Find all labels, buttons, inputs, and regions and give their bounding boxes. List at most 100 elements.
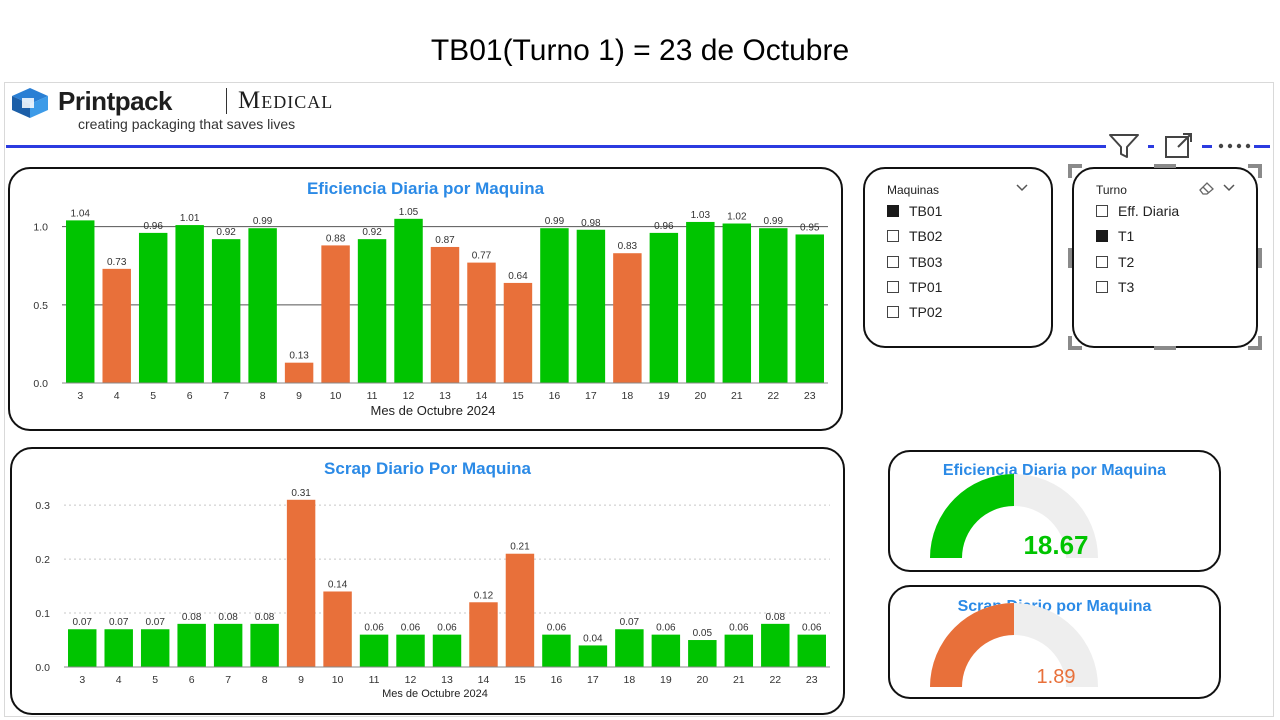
slicer-item-t2[interactable]: T2 bbox=[1096, 254, 1134, 270]
logo-separator bbox=[226, 88, 227, 114]
bar[interactable] bbox=[613, 253, 641, 383]
slicer-item-label: T1 bbox=[1118, 228, 1134, 244]
slicer-item-tb01[interactable]: TB01 bbox=[887, 203, 942, 219]
bar[interactable] bbox=[214, 624, 242, 667]
bar[interactable] bbox=[175, 225, 203, 383]
data-label: 0.99 bbox=[545, 216, 565, 227]
bar[interactable] bbox=[798, 635, 826, 667]
bar[interactable] bbox=[650, 233, 678, 383]
slicer-item-tp02[interactable]: TP02 bbox=[887, 304, 942, 320]
bar[interactable] bbox=[248, 228, 276, 383]
slicer-item-tb03[interactable]: TB03 bbox=[887, 254, 942, 270]
x-tick-label: 10 bbox=[330, 390, 342, 402]
bar[interactable] bbox=[579, 645, 607, 667]
checkbox-icon[interactable] bbox=[1096, 256, 1108, 268]
bar[interactable] bbox=[652, 635, 680, 667]
slicer-item-t3[interactable]: T3 bbox=[1096, 279, 1134, 295]
bar[interactable] bbox=[141, 629, 169, 667]
data-label: 0.73 bbox=[107, 257, 127, 268]
bar[interactable] bbox=[615, 629, 643, 667]
eraser-icon[interactable] bbox=[1198, 181, 1216, 195]
bar[interactable] bbox=[360, 635, 388, 667]
checkbox-icon[interactable] bbox=[887, 230, 899, 242]
checkbox-icon[interactable] bbox=[887, 281, 899, 293]
slicer-item-eff-diaria[interactable]: Eff. Diaria bbox=[1096, 203, 1179, 219]
bar[interactable] bbox=[287, 500, 315, 667]
bar[interactable] bbox=[759, 228, 787, 383]
bar[interactable] bbox=[285, 363, 313, 383]
bar[interactable] bbox=[177, 624, 205, 667]
checkbox-icon[interactable] bbox=[1096, 205, 1108, 217]
data-label: 0.06 bbox=[656, 623, 676, 634]
bar[interactable] bbox=[250, 624, 278, 667]
checkbox-icon[interactable] bbox=[887, 306, 899, 318]
resize-handle[interactable] bbox=[1258, 336, 1262, 350]
bar[interactable] bbox=[469, 602, 497, 667]
bar[interactable] bbox=[540, 228, 568, 383]
checkbox-icon[interactable] bbox=[1096, 281, 1108, 293]
data-label: 0.08 bbox=[255, 612, 275, 623]
x-tick-label: 19 bbox=[658, 390, 670, 402]
bar[interactable] bbox=[102, 269, 130, 383]
slicer-item-tb02[interactable]: TB02 bbox=[887, 228, 942, 244]
checked-checkbox-icon[interactable] bbox=[887, 205, 899, 217]
bar[interactable] bbox=[504, 283, 532, 383]
bar[interactable] bbox=[577, 230, 605, 383]
bar[interactable] bbox=[358, 239, 386, 383]
chevron-down-icon[interactable] bbox=[1222, 183, 1236, 193]
slicer-item-t1[interactable]: T1 bbox=[1096, 228, 1134, 244]
bar[interactable] bbox=[68, 629, 96, 667]
bar[interactable] bbox=[467, 263, 495, 383]
bar[interactable] bbox=[139, 233, 167, 383]
data-label: 0.07 bbox=[620, 617, 640, 628]
bar[interactable] bbox=[396, 635, 424, 667]
logo-tagline: creating packaging that saves lives bbox=[78, 116, 295, 132]
bar[interactable] bbox=[212, 239, 240, 383]
bar[interactable] bbox=[725, 635, 753, 667]
y-tick-label: 0.1 bbox=[35, 608, 50, 620]
bar[interactable] bbox=[394, 219, 422, 383]
maquinas-slicer[interactable]: Maquinas TB01 TB02 TB03 TP01 TP02 bbox=[863, 167, 1053, 348]
efficiency-gauge-card[interactable]: Eficiencia Diaria por Maquina 18.67 bbox=[888, 450, 1221, 572]
bar[interactable] bbox=[431, 247, 459, 383]
gauge-value: 18.67 bbox=[1023, 530, 1088, 560]
bar[interactable] bbox=[688, 640, 716, 667]
scrap-chart-card[interactable]: Scrap Diario Por Maquina 0.0 0.1 0.2 0.3 0.0… bbox=[10, 447, 845, 715]
filter-icon[interactable] bbox=[1108, 132, 1140, 160]
bar[interactable] bbox=[506, 554, 534, 667]
header-rule-dash bbox=[1254, 145, 1270, 148]
resize-handle[interactable] bbox=[1154, 164, 1176, 168]
slicer-item-label: TP01 bbox=[909, 279, 942, 295]
chevron-down-icon[interactable] bbox=[1015, 183, 1029, 193]
resize-handle[interactable] bbox=[1068, 248, 1072, 268]
x-tick-label: 14 bbox=[476, 390, 488, 402]
efficiency-chart-card[interactable]: Eficiencia Diaria por Maquina 0.0 0.5 1.0 1… bbox=[8, 167, 843, 431]
scrap-gauge-card[interactable]: Scrap Diario por Maquina 1.89 bbox=[888, 585, 1221, 699]
data-label: 0.05 bbox=[693, 628, 713, 639]
bar[interactable] bbox=[433, 635, 461, 667]
more-options-icon[interactable] bbox=[1216, 132, 1252, 160]
bar[interactable] bbox=[104, 629, 132, 667]
resize-handle[interactable] bbox=[1154, 346, 1176, 350]
resize-handle[interactable] bbox=[1258, 248, 1262, 268]
bar[interactable] bbox=[796, 234, 824, 383]
bar[interactable] bbox=[323, 591, 351, 667]
resize-handle[interactable] bbox=[1258, 164, 1262, 178]
resize-handle[interactable] bbox=[1068, 164, 1072, 178]
turno-slicer[interactable]: Turno Eff. Diaria T1 T2 T3 bbox=[1072, 167, 1258, 348]
resize-handle[interactable] bbox=[1068, 336, 1072, 350]
focus-mode-icon[interactable] bbox=[1164, 132, 1194, 160]
bar[interactable] bbox=[723, 224, 751, 383]
bar[interactable] bbox=[66, 220, 94, 383]
data-label: 0.07 bbox=[109, 617, 129, 628]
slicer-item-tp01[interactable]: TP01 bbox=[887, 279, 942, 295]
checked-checkbox-icon[interactable] bbox=[1096, 230, 1108, 242]
x-tick-label: 9 bbox=[298, 674, 304, 686]
bar[interactable] bbox=[761, 624, 789, 667]
x-tick-label: 6 bbox=[187, 390, 193, 402]
bar[interactable] bbox=[686, 222, 714, 383]
checkbox-icon[interactable] bbox=[887, 256, 899, 268]
slicer-header: Maquinas bbox=[887, 183, 939, 197]
bar[interactable] bbox=[542, 635, 570, 667]
bar[interactable] bbox=[321, 245, 349, 383]
